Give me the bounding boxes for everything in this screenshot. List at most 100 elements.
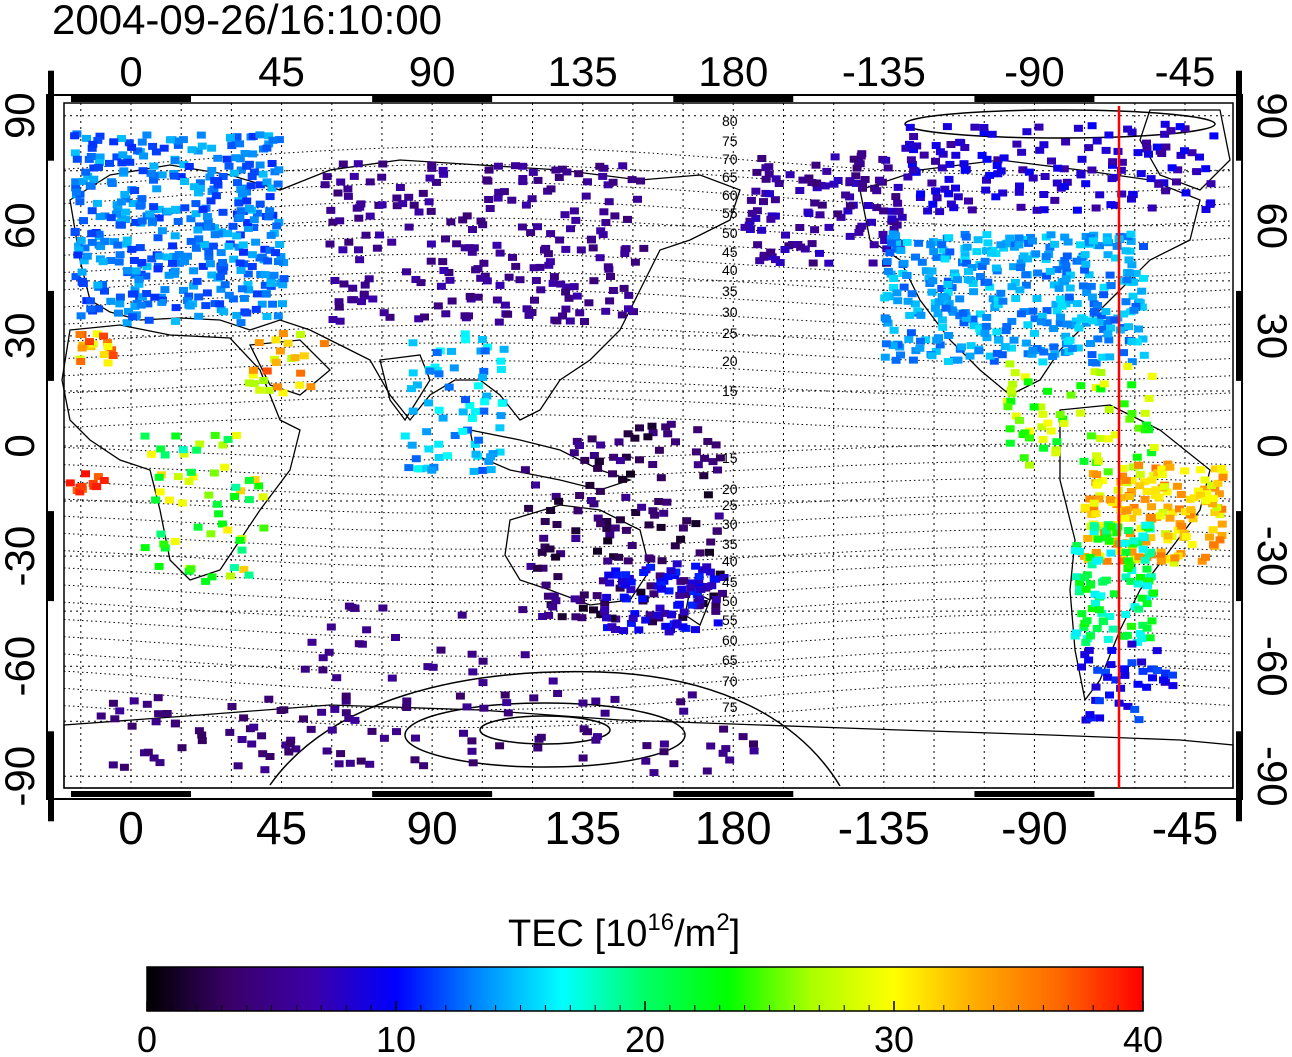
tec-cell	[257, 253, 267, 261]
tec-cell	[749, 740, 758, 748]
tec-cell	[457, 611, 467, 619]
tec-cell	[1091, 599, 1100, 607]
tec-cell	[593, 547, 602, 555]
tec-cell	[244, 286, 254, 294]
tec-cell	[157, 227, 167, 235]
tec-cell	[1134, 461, 1143, 469]
tec-cell	[1051, 449, 1061, 457]
tec-cell	[1091, 384, 1101, 392]
tec-cell	[893, 183, 903, 191]
tec-cell	[1127, 477, 1137, 485]
tec-cell	[1052, 266, 1062, 274]
tec-cell	[201, 577, 211, 585]
tec-cell	[183, 297, 192, 304]
tec-cell	[1025, 461, 1034, 469]
tec-cell	[151, 718, 161, 726]
tec-cell	[863, 202, 873, 209]
tec-cell	[1142, 683, 1152, 691]
tec-cell	[188, 473, 198, 481]
tec-cell	[264, 132, 274, 140]
tec-cell	[621, 581, 630, 589]
tec-cell	[713, 619, 723, 627]
tec-cell	[260, 281, 270, 289]
tec-cell	[334, 303, 344, 311]
tec-cell	[255, 386, 265, 394]
tec-cell	[1030, 315, 1040, 323]
tec-cell	[1124, 269, 1134, 277]
tec-cell	[678, 613, 688, 621]
tec-cell	[1032, 206, 1042, 214]
tec-cell	[85, 338, 94, 346]
tec-cell	[205, 173, 215, 181]
tec-cell	[225, 728, 235, 736]
left-y-tick-label: 90	[0, 92, 43, 139]
tec-cell	[1101, 527, 1111, 535]
tec-cell	[445, 276, 455, 284]
tec-cell	[619, 627, 629, 635]
tec-cell	[711, 441, 721, 449]
tec-cell	[204, 248, 214, 256]
tec-cell	[1096, 385, 1106, 393]
tec-cell	[473, 293, 483, 301]
contour-label: 55	[722, 205, 738, 221]
tec-cell	[334, 760, 344, 768]
tec-cell	[155, 488, 165, 496]
tec-cell	[1210, 508, 1220, 516]
tec-cell	[702, 563, 712, 571]
tec-cell	[759, 251, 769, 259]
tec-cell	[548, 603, 558, 611]
tec-cell	[602, 614, 611, 622]
tec-cell	[278, 330, 288, 338]
tec-cell	[251, 238, 261, 246]
tec-cell	[395, 184, 405, 191]
tec-cell	[285, 740, 295, 748]
tec-cell	[1135, 630, 1145, 638]
tec-cell	[526, 229, 536, 237]
tec-cell	[1084, 144, 1094, 152]
tec-cell	[610, 695, 620, 703]
tec-cell	[1084, 656, 1094, 664]
tec-cell	[548, 279, 558, 287]
tec-cell	[1130, 705, 1140, 713]
tec-cell	[95, 153, 105, 161]
tec-cell	[618, 162, 628, 170]
tec-cell	[1072, 629, 1081, 637]
tec-cell	[1039, 444, 1049, 452]
tec-cell	[341, 697, 351, 705]
tec-cell	[522, 305, 532, 313]
tec-cell	[179, 161, 189, 169]
tec-cell	[535, 263, 545, 271]
tec-cell	[232, 232, 242, 240]
tec-cell	[207, 573, 217, 581]
tec-cell	[473, 382, 483, 390]
tec-cell	[596, 520, 606, 528]
tec-cell	[1201, 497, 1211, 505]
tec-cell	[678, 524, 688, 532]
tec-cell	[608, 470, 617, 478]
tec-cell	[629, 308, 638, 316]
tec-cell	[1092, 548, 1101, 556]
tec-cell	[264, 213, 274, 221]
tec-cell	[103, 343, 113, 350]
tec-cell	[881, 340, 891, 348]
tec-cell	[137, 217, 147, 225]
tec-cell	[1138, 532, 1148, 540]
tec-cell	[365, 212, 375, 220]
tec-cell	[1181, 189, 1191, 197]
tec-cell	[494, 188, 504, 196]
tec-cell	[977, 151, 987, 159]
tec-cell	[170, 537, 180, 545]
tec-cell	[845, 177, 855, 185]
tec-cell	[687, 691, 697, 699]
tec-cell	[1061, 332, 1071, 340]
tec-cell	[253, 290, 262, 298]
tec-cell	[275, 240, 285, 248]
tec-cell	[96, 712, 106, 720]
tec-cell	[1200, 486, 1210, 494]
tec-cell	[1175, 505, 1184, 513]
tec-cell	[1047, 157, 1056, 165]
tec-cell	[450, 432, 460, 439]
tec-cell	[131, 218, 141, 226]
tec-cell	[76, 312, 86, 320]
tec-cell	[1147, 204, 1157, 212]
